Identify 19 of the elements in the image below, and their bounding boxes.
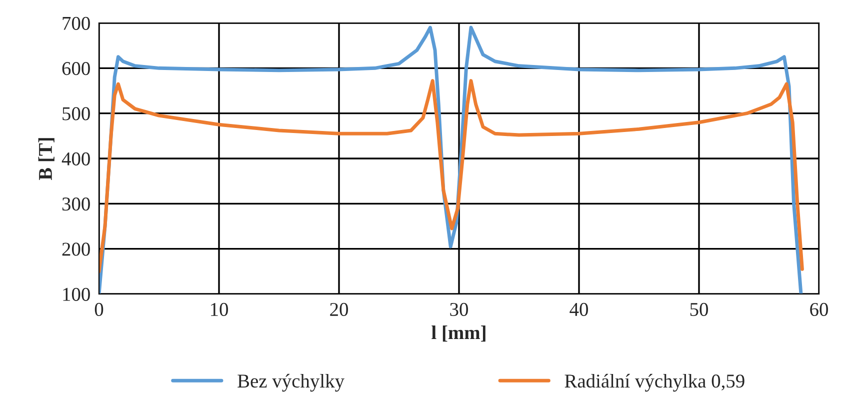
x-tick-label: 20 bbox=[330, 302, 348, 316]
y-tick-label: 200 bbox=[62, 242, 90, 256]
x-tick-label: 10 bbox=[210, 302, 228, 316]
y-tick-label: 400 bbox=[62, 152, 90, 166]
x-tick-label: 30 bbox=[450, 302, 468, 316]
legend-label: Radiální výchylka 0,59 bbox=[564, 374, 744, 392]
line-series bbox=[99, 79, 804, 274]
y-tick-label: 300 bbox=[62, 197, 90, 211]
x-axis-title: l [mm] bbox=[432, 326, 486, 342]
y-tick-label: 600 bbox=[62, 62, 90, 76]
y-tick-label: 500 bbox=[62, 107, 90, 120]
x-tick-label: 60 bbox=[810, 302, 828, 316]
legend-label: Bez výchylky bbox=[238, 374, 344, 392]
x-tick-label: 50 bbox=[690, 302, 708, 316]
y-tick-label: 700 bbox=[62, 16, 90, 30]
x-tick-label: 0 bbox=[94, 302, 104, 316]
y-axis-title: B [T] bbox=[38, 138, 54, 180]
x-tick-label: 40 bbox=[570, 302, 588, 316]
y-tick-label: 100 bbox=[63, 288, 90, 301]
